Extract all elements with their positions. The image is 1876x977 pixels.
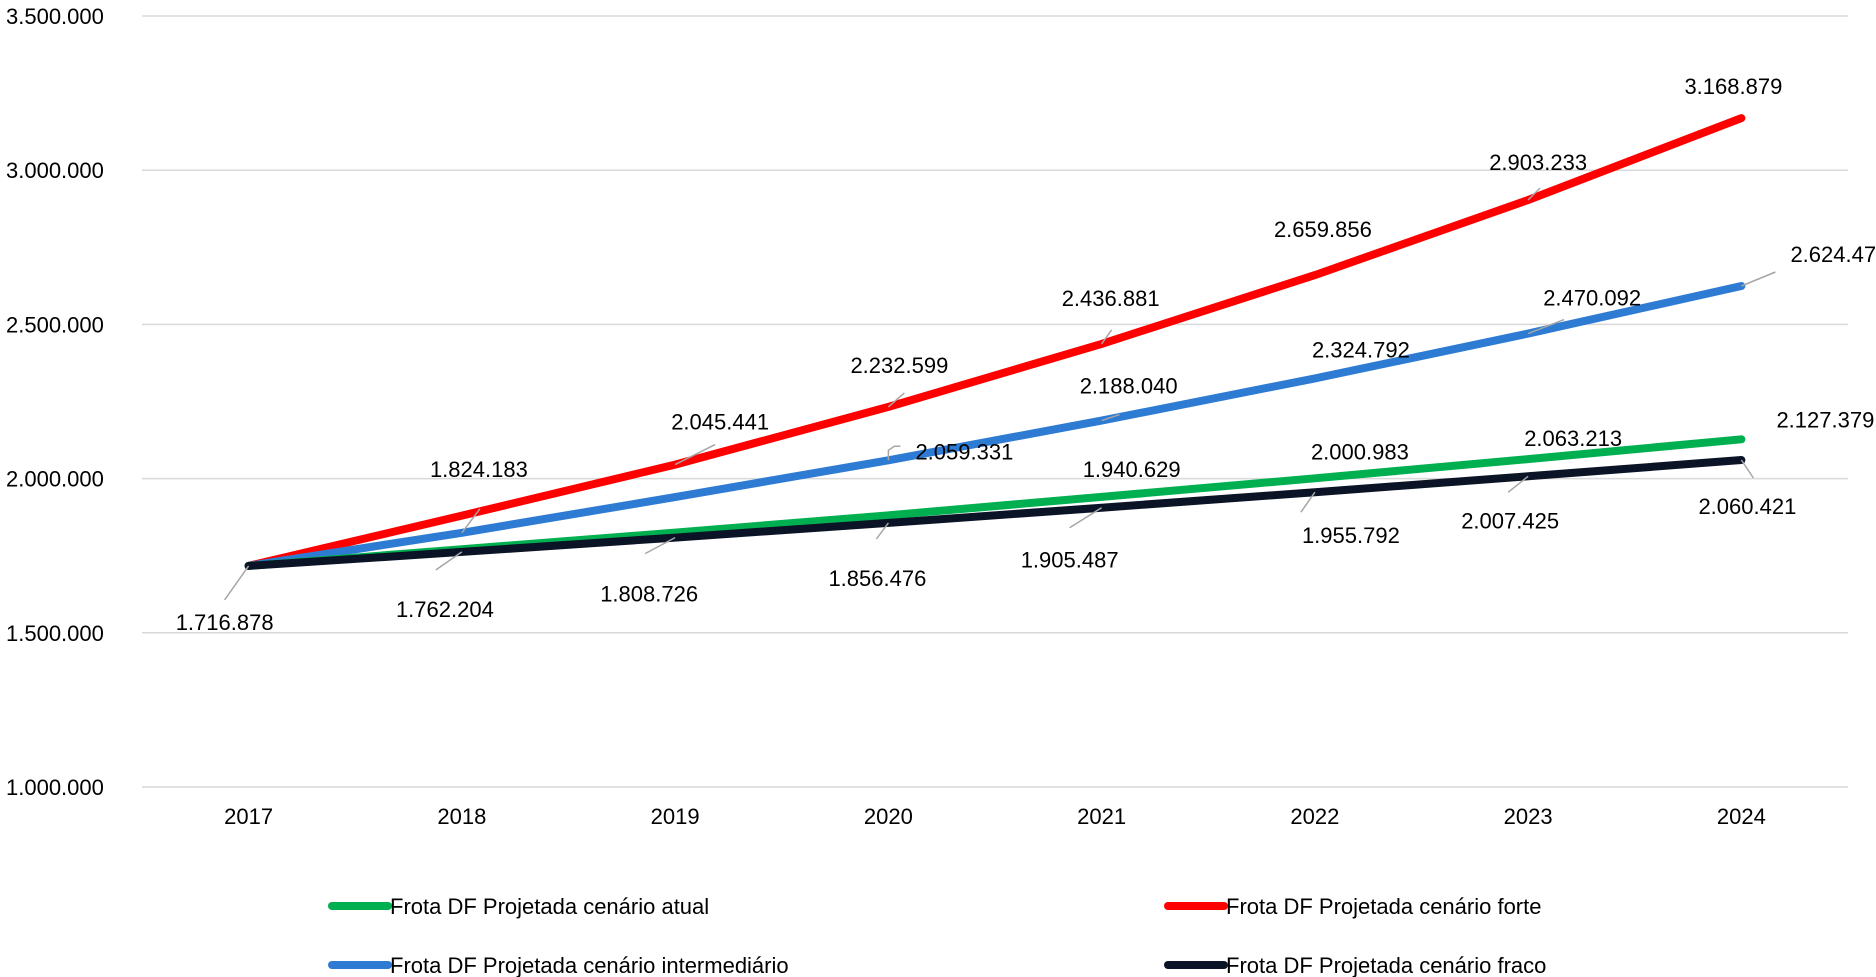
series-lines	[244, 114, 1746, 570]
data-label-intermediario: 2.624.472	[1790, 242, 1876, 267]
leader-line	[1100, 329, 1113, 345]
data-label-fraco: 1.955.792	[1302, 523, 1400, 548]
series-line-fraco	[244, 456, 1746, 570]
series-line-intermediario	[244, 282, 1746, 570]
leader-line	[461, 508, 481, 534]
data-label-intermediario: 2.470.092	[1543, 286, 1641, 311]
y-axis-tick-labels: 1.000.000 1.500.000 2.000.000 2.500.000 3.00…	[6, 4, 104, 800]
legend-label-intermediario: Frota DF Projetada cenário intermediário	[390, 953, 789, 977]
x-tick-label: 2022	[1290, 804, 1339, 829]
legend-label-fraco: Frota DF Projetada cenário fraco	[1226, 953, 1546, 977]
y-tick-label: 2.500.000	[6, 312, 104, 337]
x-tick-label: 2018	[437, 804, 486, 829]
leader-line	[223, 565, 250, 601]
data-label-atual: 2.000.983	[1311, 439, 1409, 464]
leader-line	[887, 445, 901, 461]
data-labels: 1.940.629 2.000.983 2.063.213 2.127.379 2.04…	[176, 74, 1876, 635]
data-label-forte: 2.903.233	[1489, 150, 1587, 175]
data-label-forte: 2.659.856	[1274, 217, 1372, 242]
data-label-intermediario: 2.188.040	[1080, 374, 1178, 399]
leader-line	[644, 536, 676, 555]
y-tick-label: 3.000.000	[6, 158, 104, 183]
leader-line	[1741, 271, 1776, 287]
data-label-fraco: 1.856.476	[828, 566, 926, 591]
data-label-fraco: 1.762.204	[396, 597, 494, 622]
data-label-atual: 2.063.213	[1524, 426, 1622, 451]
data-label-atual: 2.127.379	[1776, 407, 1874, 432]
data-label-intermediario: 2.059.331	[915, 439, 1013, 464]
leader-line	[1740, 459, 1755, 479]
legend-label-atual: Frota DF Projetada cenário atual	[390, 894, 709, 919]
leader-line	[435, 551, 463, 571]
legend: Frota DF Projetada cenário atual Frota D…	[328, 894, 1546, 977]
data-label-fraco: 2.060.421	[1698, 494, 1796, 519]
gridlines	[142, 15, 1848, 788]
legend-item-atual: Frota DF Projetada cenário atual	[328, 894, 709, 919]
leader-line	[1069, 507, 1102, 529]
x-axis-tick-labels: 2017 2018 2019 2020 2021 2022 2023 2024	[224, 804, 1766, 829]
x-tick-label: 2020	[864, 804, 913, 829]
x-tick-label: 2017	[224, 804, 273, 829]
x-tick-label: 2024	[1717, 804, 1766, 829]
leader-line	[1507, 475, 1529, 493]
leader-line	[674, 443, 716, 466]
data-label-fraco: 2.007.425	[1461, 508, 1559, 533]
leader-line	[1527, 318, 1565, 335]
y-tick-label: 3.500.000	[6, 4, 104, 29]
data-label-forte: 3.168.879	[1684, 74, 1782, 99]
x-tick-label: 2023	[1504, 804, 1553, 829]
data-label-intermediario: 1.824.183	[430, 457, 528, 482]
data-label-fraco: 1.716.878	[176, 610, 274, 635]
data-label-forte: 2.045.441	[671, 410, 769, 435]
y-tick-label: 1.000.000	[6, 775, 104, 800]
y-tick-label: 2.000.000	[6, 467, 104, 492]
leader-line	[1527, 187, 1541, 201]
data-label-fraco: 1.905.487	[1021, 548, 1119, 573]
data-label-atual: 1.940.629	[1083, 457, 1181, 482]
series-line-forte	[244, 114, 1746, 570]
x-tick-label: 2019	[651, 804, 700, 829]
y-tick-label: 1.500.000	[6, 621, 104, 646]
x-tick-label: 2021	[1077, 804, 1126, 829]
legend-item-intermediario: Frota DF Projetada cenário intermediário	[328, 953, 789, 977]
leader-line	[875, 522, 889, 540]
data-label-forte: 2.232.599	[850, 353, 948, 378]
legend-item-fraco: Frota DF Projetada cenário fraco	[1164, 953, 1546, 977]
data-label-forte: 2.436.881	[1062, 286, 1160, 311]
leader-line	[887, 392, 905, 408]
leader-line	[1300, 491, 1316, 513]
label-leader-lines	[223, 187, 1776, 601]
leader-line	[1101, 413, 1120, 422]
data-label-fraco: 1.808.726	[600, 582, 698, 607]
legend-item-forte: Frota DF Projetada cenário forte	[1164, 894, 1541, 919]
data-label-intermediario: 2.324.792	[1312, 337, 1410, 362]
legend-label-forte: Frota DF Projetada cenário forte	[1226, 894, 1541, 919]
